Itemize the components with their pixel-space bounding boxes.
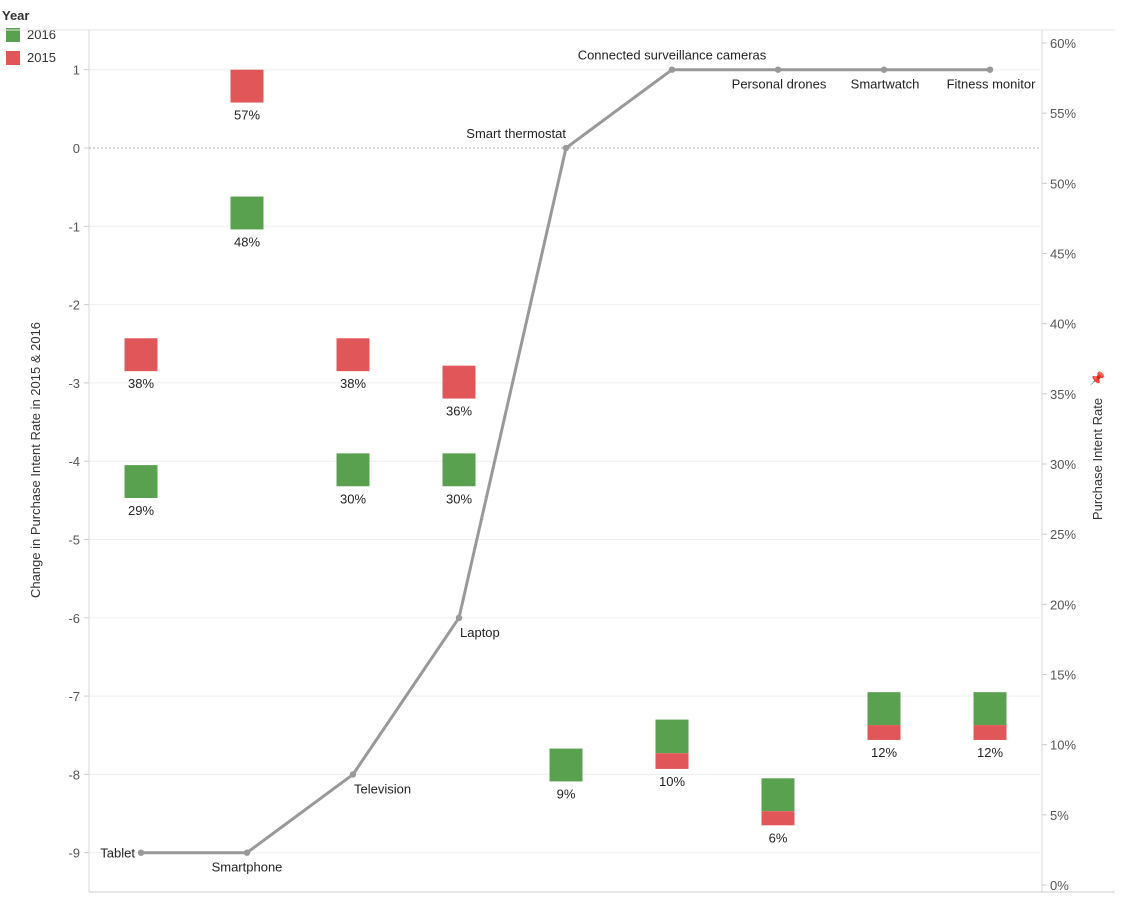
legend-title: Year bbox=[2, 8, 30, 23]
right-tick-label: 50% bbox=[1050, 176, 1076, 191]
line-point bbox=[774, 66, 782, 73]
left-tick-label: -8 bbox=[68, 767, 80, 782]
line-point bbox=[349, 771, 357, 778]
mark-square bbox=[336, 338, 370, 372]
right-tick-label: 15% bbox=[1050, 668, 1076, 683]
right-tick-label: 60% bbox=[1050, 36, 1076, 51]
left-tick-label: -7 bbox=[68, 689, 80, 704]
mark-label: 38% bbox=[128, 376, 154, 391]
mark-square-2015 bbox=[867, 725, 901, 740]
mark-square bbox=[230, 69, 264, 103]
mark-square-2015 bbox=[655, 753, 689, 769]
mark-label: 57% bbox=[234, 108, 260, 123]
line-point bbox=[243, 849, 251, 856]
mark-label: 12% bbox=[977, 745, 1003, 760]
mark-square-2016 bbox=[973, 692, 1007, 726]
mark-square bbox=[442, 453, 476, 487]
left-tick-label: -9 bbox=[68, 846, 80, 861]
mark-square bbox=[124, 465, 158, 499]
mark-square-2015 bbox=[761, 811, 795, 826]
line-point bbox=[668, 66, 676, 73]
line-point-label: Connected surveillance cameras bbox=[578, 48, 767, 63]
legend: Year 2016 2015 bbox=[0, 8, 80, 69]
mark-label: 29% bbox=[128, 503, 154, 518]
mark-square bbox=[442, 365, 476, 399]
line-point bbox=[880, 66, 888, 73]
left-axis-title: Change in Purchase Intent Rate in 2015 &… bbox=[28, 322, 43, 598]
mark-label: 12% bbox=[871, 745, 897, 760]
line-point bbox=[455, 614, 463, 621]
mark-label: 38% bbox=[340, 376, 366, 391]
left-tick-label: -2 bbox=[68, 298, 80, 313]
line-point bbox=[562, 144, 570, 152]
mark-label: 30% bbox=[340, 491, 366, 506]
line-point-label: Smartphone bbox=[212, 860, 283, 875]
left-tick-label: -3 bbox=[68, 376, 80, 391]
mark-label: 10% bbox=[659, 774, 685, 789]
right-tick-label: 25% bbox=[1050, 527, 1076, 542]
legend-item-2016[interactable]: 2016 bbox=[0, 23, 80, 46]
mark-square bbox=[336, 453, 370, 487]
mark-square-2015 bbox=[973, 725, 1007, 740]
legend-swatch-2016 bbox=[6, 27, 20, 42]
mark-square bbox=[124, 338, 158, 372]
mark-label: 30% bbox=[446, 491, 472, 506]
right-tick-label: 40% bbox=[1050, 317, 1076, 332]
left-tick-label: 1 bbox=[73, 63, 80, 78]
legend-swatch-2015 bbox=[6, 50, 20, 65]
right-tick-label: 5% bbox=[1050, 808, 1069, 823]
line-point-label: Smart thermostat bbox=[466, 126, 566, 141]
mark-square bbox=[230, 196, 264, 230]
line-point-label: Television bbox=[354, 781, 411, 796]
mark-square bbox=[549, 748, 583, 782]
left-tick-label: 0 bbox=[73, 141, 80, 156]
left-tick-label: -6 bbox=[68, 611, 80, 626]
right-tick-label: 0% bbox=[1050, 878, 1069, 893]
mark-square-2016 bbox=[761, 778, 795, 812]
right-tick-label: 55% bbox=[1050, 106, 1076, 121]
line-point-label: Personal drones bbox=[732, 77, 827, 92]
line-point bbox=[986, 66, 994, 73]
right-axis-title: Purchase Intent Rate bbox=[1090, 398, 1105, 520]
right-tick-label: 35% bbox=[1050, 387, 1076, 402]
line-point-label: Laptop bbox=[460, 625, 500, 640]
mark-label: 6% bbox=[769, 830, 788, 845]
left-tick-label: -5 bbox=[68, 533, 80, 548]
line-point-label: Tablet bbox=[100, 846, 135, 861]
mark-label: 36% bbox=[446, 404, 472, 419]
legend-item-2015[interactable]: 2015 bbox=[0, 46, 80, 69]
left-tick-label: -1 bbox=[68, 219, 80, 234]
legend-label-2015: 2015 bbox=[27, 50, 56, 65]
left-tick-label: -4 bbox=[68, 454, 80, 469]
mark-label: 9% bbox=[557, 786, 576, 801]
right-tick-label: 20% bbox=[1050, 597, 1076, 612]
line-point-label: Smartwatch bbox=[851, 77, 920, 92]
mark-label: 48% bbox=[234, 234, 260, 249]
right-tick-label: 10% bbox=[1050, 738, 1076, 753]
right-tick-label: 45% bbox=[1050, 247, 1076, 262]
legend-label-2016: 2016 bbox=[27, 27, 56, 42]
mark-square-2016 bbox=[655, 719, 689, 754]
mark-square-2016 bbox=[867, 692, 901, 726]
pin-icon[interactable]: 📌 bbox=[1089, 371, 1106, 386]
line-point bbox=[137, 849, 145, 856]
line-point-label: Fitness monitor bbox=[947, 77, 1037, 92]
right-tick-label: 30% bbox=[1050, 457, 1076, 472]
